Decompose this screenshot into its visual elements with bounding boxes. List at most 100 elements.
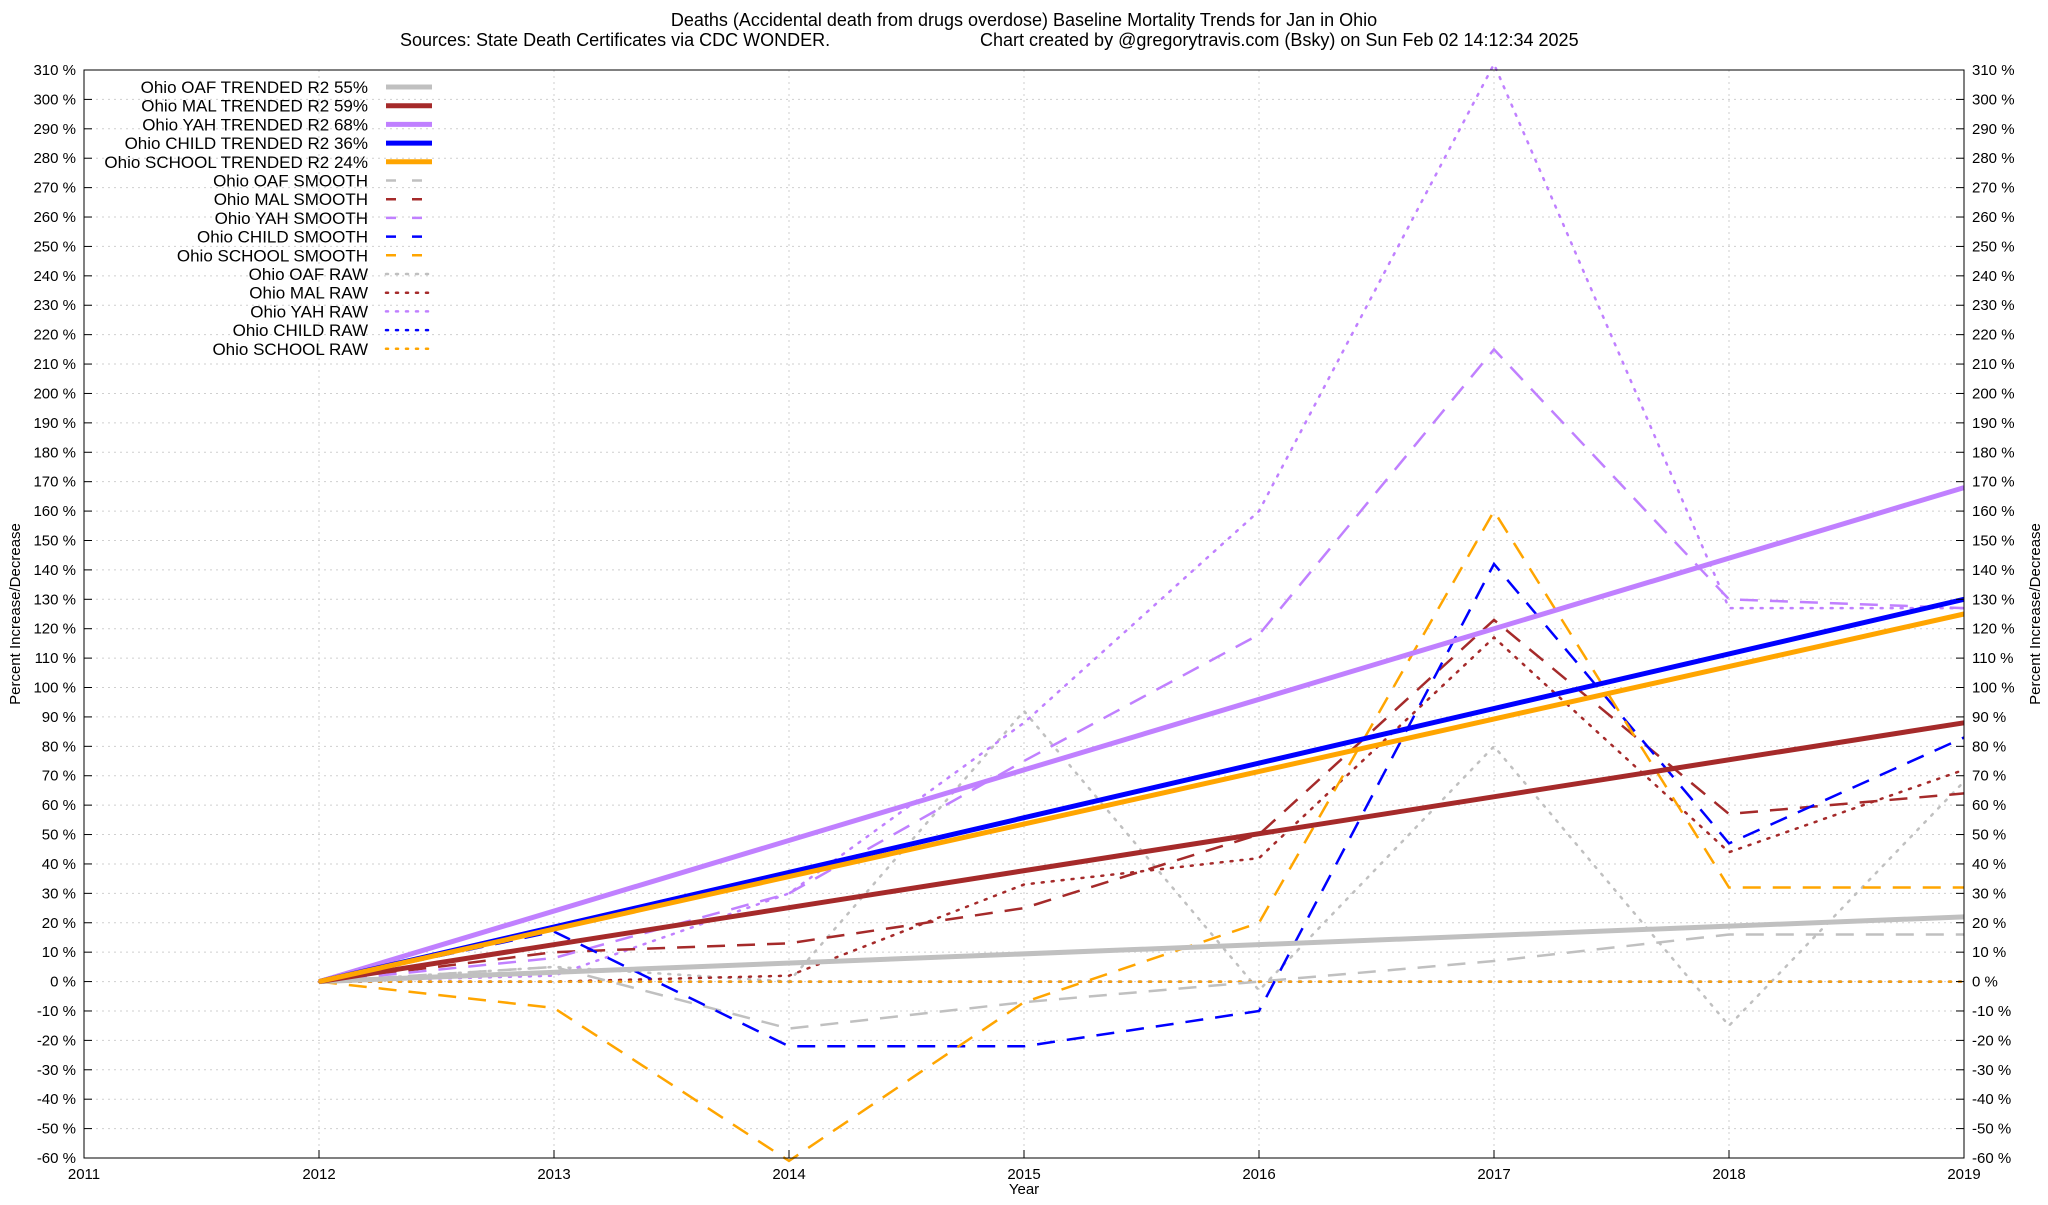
y-tick-label: 80 % [42,738,76,755]
y-axis-title-left: Percent Increase/Decrease [7,523,24,705]
y-tick-label-right: -10 % [1972,1003,2011,1020]
legend-label: Ohio CHILD SMOOTH [197,228,368,247]
y-tick-label: 70 % [42,768,76,785]
y-axis-title-right: Percent Increase/Decrease [2027,523,2044,705]
y-tick-label-right: 20 % [1972,915,2006,932]
y-tick-label-right: 160 % [1972,503,2015,520]
y-tick-label: 280 % [33,150,76,167]
series-line-ohio-school-smooth [318,508,1964,1163]
legend-label: Ohio YAH SMOOTH [215,209,368,228]
series-line-ohio-oaf-smooth [318,933,1964,1030]
chart-title: Deaths (Accidental death from drugs over… [671,10,1377,30]
y-tick-label: 230 % [33,297,76,314]
x-tick-label: 2018 [1712,1166,1745,1183]
y-tick-label: 50 % [42,827,76,844]
legend-label: Ohio SCHOOL RAW [212,340,368,359]
y-tick-label-right: -40 % [1972,1091,2011,1108]
y-tick-label: 210 % [33,356,76,373]
y-tick-label-right: 120 % [1972,621,2015,638]
y-tick-label: 140 % [33,562,76,579]
y-tick-label-right: 310 % [1972,62,2015,79]
y-tick-label-right: -30 % [1972,1062,2011,1079]
series-line-ohio-yah-raw [317,61,1966,983]
y-tick-label: 220 % [33,327,76,344]
y-tick-label: 30 % [42,885,76,902]
y-tick-label: -40 % [37,1091,76,1108]
series-line-ohio-yah-smooth [318,347,1965,983]
y-tick-label: 20 % [42,915,76,932]
y-tick-label-right: 110 % [1972,650,2013,667]
legend-label: Ohio SCHOOL TRENDED R2 24% [104,153,368,172]
y-tick-label-right: 200 % [1972,385,2015,402]
tick-layer: 310 % 310 % 300 % 300 % 290 % 290 % 280 % 280 %… [33,62,2014,1183]
x-tick-label: 2011 [68,1166,100,1183]
legend-label: Ohio OAF SMOOTH [213,172,368,191]
y-tick-label-right: 250 % [1972,238,2015,255]
y-tick-label-right: 10 % [1972,944,2006,961]
y-tick-label: 130 % [33,591,76,608]
y-tick-label-right: 90 % [1972,709,2006,726]
x-tick-label: 2012 [302,1166,335,1183]
y-tick-label: 270 % [33,180,76,197]
y-tick-label-right: 270 % [1972,180,2015,197]
legend-label: Ohio MAL SMOOTH [214,190,368,209]
y-tick-label-right: 70 % [1972,768,2006,785]
y-tick-label: 0 % [50,974,76,991]
y-tick-label: 310 % [33,62,76,79]
y-tick-label: 260 % [33,209,76,226]
y-tick-label: -10 % [37,1003,76,1020]
y-tick-label-right: 180 % [1972,444,2015,461]
series-line-ohio-yah-trended-r2-68 [318,485,1965,984]
legend-label: Ohio CHILD RAW [233,321,368,340]
series-line-ohio-school-trended-r2-24 [318,611,1965,985]
y-tick-label: 190 % [33,415,76,432]
y-tick-label: 240 % [33,268,76,285]
y-tick-label-right: -50 % [1972,1121,2011,1138]
y-tick-label-right: 150 % [1972,532,2015,549]
y-tick-label: -20 % [37,1032,76,1049]
legend-label: Ohio MAL RAW [249,284,368,303]
series-line-ohio-child-smooth [318,561,1965,1048]
legend-label: Ohio OAF RAW [249,265,368,284]
legend-label: Ohio YAH TRENDED R2 68% [142,115,368,134]
y-tick-label-right: 260 % [1972,209,2015,226]
y-tick-label-right: 80 % [1972,738,2006,755]
legend: Ohio OAF TRENDED R2 55%Ohio MAL TRENDED … [104,78,434,359]
y-tick-label: 120 % [33,621,76,638]
y-tick-label: 250 % [33,238,76,255]
y-tick-label-right: -60 % [1972,1150,2011,1167]
series-line-ohio-mal-trended-r2-59 [318,720,1965,985]
y-tick-label: 40 % [42,856,76,873]
x-tick-label: 2015 [1007,1166,1040,1183]
y-tick-label: 100 % [33,680,76,697]
y-tick-label: -50 % [37,1121,76,1138]
legend-label: Ohio YAH RAW [250,302,368,321]
y-tick-label-right: 140 % [1972,562,2015,579]
legend-label: Ohio MAL TRENDED R2 59% [141,97,368,116]
legend-label: Ohio SCHOOL SMOOTH [177,246,368,265]
chart-subtitle-left: Sources: State Death Certificates via CD… [400,30,830,50]
y-tick-label-right: 60 % [1972,797,2006,814]
x-tick-label: 2016 [1242,1166,1275,1183]
y-tick-label-right: 290 % [1972,121,2015,138]
y-tick-label: 90 % [42,709,76,726]
y-tick-label: -30 % [37,1062,76,1079]
series-line-ohio-oaf-trended-r2-55 [318,914,1965,985]
series-line-ohio-oaf-raw [317,709,1966,1028]
y-tick-label: 200 % [33,385,76,402]
y-tick-label-right: 230 % [1972,297,2015,314]
y-tick-label-right: 0 % [1972,974,1998,991]
legend-label: Ohio CHILD TRENDED R2 36% [125,134,368,153]
y-tick-label: -60 % [37,1150,76,1167]
y-tick-label-right: 130 % [1972,591,2015,608]
grid-layer [83,69,1965,1159]
y-tick-label-right: 30 % [1972,885,2006,902]
y-tick-label-right: 300 % [1972,91,2015,108]
y-tick-label: 290 % [33,121,76,138]
x-tick-label: 2019 [1947,1166,1980,1183]
y-tick-label-right: 40 % [1972,856,2006,873]
y-tick-label: 10 % [42,944,76,961]
y-tick-label-right: 100 % [1972,680,2015,697]
x-axis-title: Year [1009,1181,1039,1198]
